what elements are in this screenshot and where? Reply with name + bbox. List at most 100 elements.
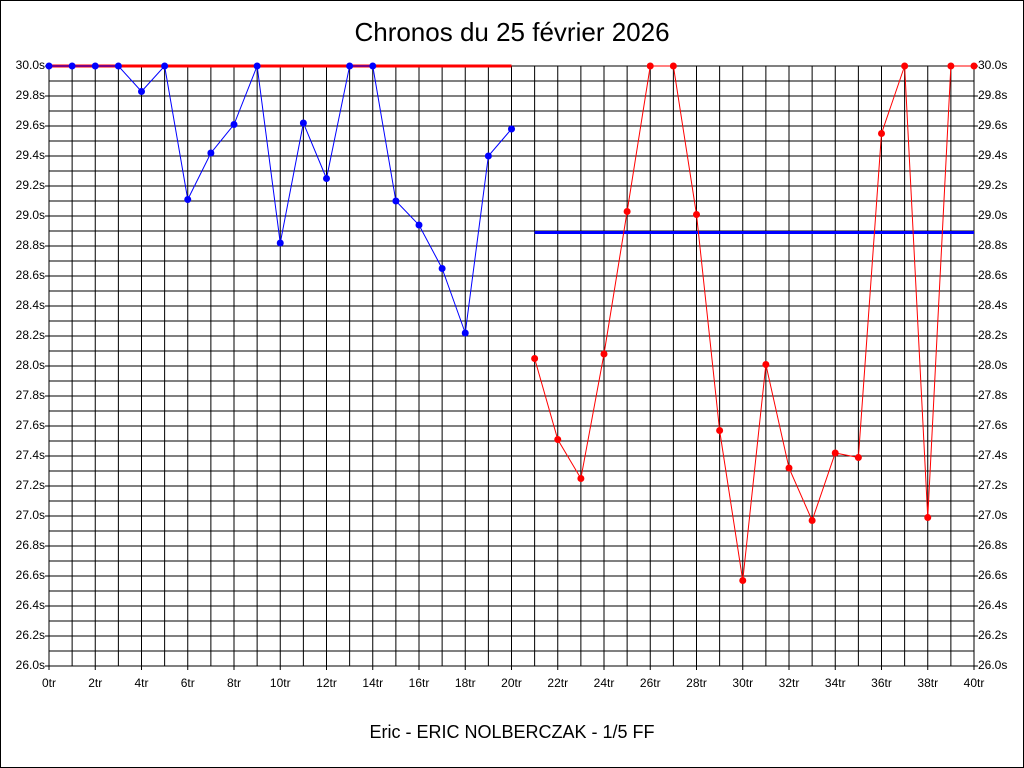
data-point: [45, 62, 53, 70]
data-point: [508, 125, 515, 133]
x-tick-label: 8tr: [227, 676, 241, 690]
data-point: [646, 62, 654, 70]
x-tick-label: 40tr: [964, 676, 985, 690]
x-tick-label: 10tr: [270, 676, 291, 690]
data-point: [716, 427, 724, 434]
y-tick-label: 28.6s: [16, 268, 45, 282]
x-tick-label: 22tr: [547, 676, 568, 690]
y2-tick-label: 27.0s: [978, 508, 1007, 522]
data-point: [693, 211, 700, 218]
x-tick-label: 36tr: [871, 676, 892, 690]
data-point: [739, 577, 747, 584]
y2-tick-label: 29.4s: [978, 148, 1007, 162]
data-point: [346, 62, 354, 70]
y2-tick-label: 26.2s: [978, 628, 1007, 642]
y-tick-label: 27.8s: [16, 388, 45, 402]
series-line: [534, 65, 974, 581]
x-tick-label: 28tr: [686, 676, 707, 690]
data-point: [161, 62, 169, 70]
y-tick-label: 26.4s: [16, 598, 45, 612]
x-tick-label: 16tr: [409, 676, 430, 690]
data-point: [531, 355, 539, 362]
data-point: [230, 121, 238, 128]
data-point: [785, 464, 793, 472]
data-point: [669, 62, 677, 70]
y-tick-label: 29.0s: [16, 208, 45, 222]
data-point: [577, 475, 585, 482]
y2-tick-label: 28.8s: [978, 238, 1007, 252]
y-tick-label: 29.2s: [16, 178, 45, 192]
y-tick-label: 26.2s: [16, 628, 45, 642]
y2-tick-label: 26.6s: [978, 568, 1007, 582]
x-tick-label: 14tr: [362, 676, 383, 690]
x-tick-label: 34tr: [825, 676, 846, 690]
y-tick-label: 26.8s: [16, 538, 45, 552]
y2-tick-label: 29.2s: [978, 178, 1007, 192]
x-tick-label: 24tr: [594, 676, 615, 690]
y-tick-label: 27.4s: [16, 448, 45, 462]
y-tick-label: 30.0s: [16, 58, 45, 72]
data-point: [138, 88, 145, 95]
data-point: [970, 62, 978, 70]
y2-tick-label: 27.6s: [978, 418, 1007, 432]
y2-tick-label: 28.2s: [978, 328, 1007, 342]
data-point: [369, 62, 377, 70]
y2-tick-label: 27.2s: [978, 478, 1007, 492]
data-point: [554, 436, 562, 443]
y-tick-label: 29.8s: [16, 88, 45, 102]
data-point: [276, 239, 284, 247]
x-tick-label: 26tr: [640, 676, 661, 690]
chart-footer: Eric - ERIC NOLBERCZAK - 1/5 FF: [369, 722, 654, 742]
data-point: [600, 350, 608, 358]
y2-tick-label: 29.8s: [978, 88, 1007, 102]
data-point: [762, 361, 770, 368]
data-point: [924, 514, 932, 521]
data-point: [878, 130, 885, 137]
y-tick-label: 27.0s: [16, 508, 45, 522]
y-tick-label: 29.4s: [16, 148, 45, 162]
data-point: [91, 62, 99, 70]
y2-tick-label: 29.6s: [978, 118, 1007, 132]
chart-title: Chronos du 25 février 2026: [354, 17, 669, 47]
data-point: [207, 149, 215, 157]
x-tick-label: 6tr: [181, 676, 195, 690]
x-tick-label: 30tr: [732, 676, 753, 690]
y2-tick-label: 29.0s: [978, 208, 1007, 222]
data-point: [184, 196, 192, 203]
y2-tick-label: 26.8s: [978, 538, 1007, 552]
y2-tick-label: 27.4s: [978, 448, 1007, 462]
y-tick-label: 28.2s: [16, 328, 45, 342]
y-tick-label: 28.8s: [16, 238, 45, 252]
data-point: [623, 208, 631, 215]
data-point: [901, 62, 909, 70]
x-tick-label: 12tr: [316, 676, 337, 690]
y2-tick-label: 26.0s: [978, 658, 1007, 672]
data-point: [947, 62, 955, 70]
x-tick-label: 4tr: [134, 676, 148, 690]
y-tick-label: 28.0s: [16, 358, 45, 372]
y2-tick-label: 27.8s: [978, 388, 1007, 402]
data-point: [808, 517, 816, 524]
y2-tick-label: 30.0s: [978, 58, 1007, 72]
data-point: [68, 62, 76, 70]
y-tick-label: 28.4s: [16, 298, 45, 312]
data-point: [854, 454, 862, 461]
y-tick-label: 27.2s: [16, 478, 45, 492]
x-tick-label: 0tr: [42, 676, 56, 690]
data-point: [299, 119, 307, 127]
data-point: [461, 329, 469, 337]
y-tick-label: 26.6s: [16, 568, 45, 582]
y2-tick-label: 28.0s: [978, 358, 1007, 372]
data-point: [484, 152, 492, 160]
y-tick-label: 29.6s: [16, 118, 45, 132]
x-tick-label: 32tr: [779, 676, 800, 690]
data-point: [831, 449, 839, 457]
x-tick-label: 18tr: [455, 676, 476, 690]
data-point: [114, 62, 122, 70]
x-tick-label: 20tr: [501, 676, 522, 690]
x-tick-label: 2tr: [88, 676, 102, 690]
data-point: [253, 62, 261, 70]
y2-tick-label: 26.4s: [978, 598, 1007, 612]
data-point: [438, 265, 446, 272]
